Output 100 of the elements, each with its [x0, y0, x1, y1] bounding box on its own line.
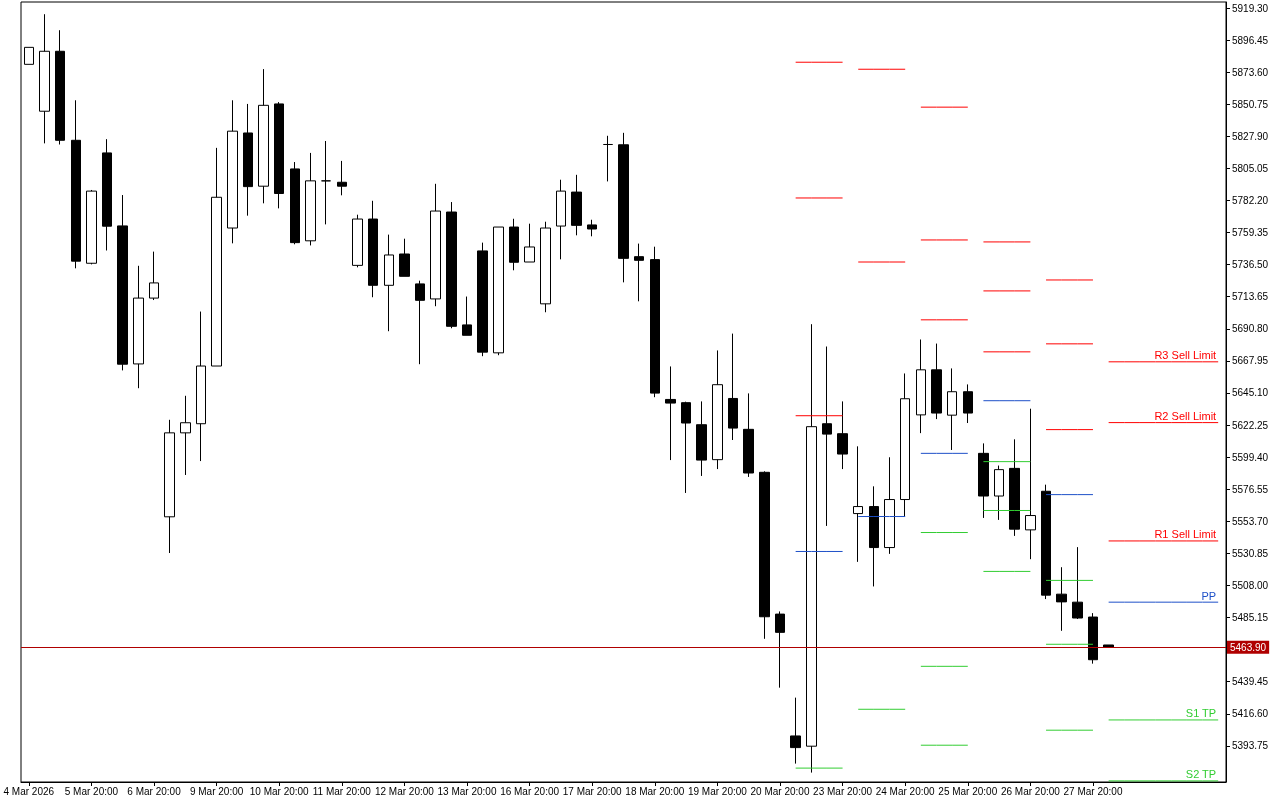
candlestick	[71, 99, 81, 269]
y-tick-label: 5690.80	[1232, 323, 1269, 335]
y-tick-label: 5805.05	[1232, 162, 1269, 174]
candlestick	[556, 179, 566, 260]
candlestick	[728, 333, 738, 441]
candlestick	[524, 223, 535, 263]
candlestick	[462, 296, 472, 336]
candlestick	[963, 383, 973, 424]
x-tick-label: 25 Mar 20:00	[938, 785, 998, 797]
candlestick	[321, 140, 331, 225]
candlestick	[430, 183, 441, 307]
x-tick-label: 12 Mar 20:00	[374, 785, 435, 797]
x-tick-label: 19 Mar 20:00	[687, 785, 748, 797]
candlestick	[931, 343, 942, 420]
series-label: R2 Sell Limit	[1154, 410, 1217, 423]
candlestick	[446, 201, 457, 329]
candlestick	[243, 103, 253, 217]
y-tick-label: 5485.15	[1232, 612, 1269, 624]
candlestick	[415, 280, 425, 365]
series-label: PP	[1201, 589, 1217, 602]
x-tick-label: 24 Mar 20:00	[875, 785, 936, 797]
x-tick-label: 17 Mar 20:00	[562, 785, 623, 797]
x-tick-label: 20 Mar 20:00	[750, 785, 810, 797]
y-tick-label: 5439.45	[1232, 676, 1269, 688]
candlestick	[337, 160, 347, 196]
y-tick-label: 5873.60	[1232, 66, 1269, 78]
candlestick	[1009, 438, 1020, 537]
candlestick	[164, 419, 175, 554]
candlestick	[587, 219, 597, 237]
candlestick	[1103, 644, 1114, 648]
candlestick	[978, 442, 989, 519]
candlestick	[837, 400, 848, 470]
candlestick	[211, 147, 222, 367]
x-tick-label: 4 Mar 2026	[3, 785, 55, 797]
candlestick	[196, 311, 206, 462]
candlestick	[696, 400, 707, 477]
candlestick	[117, 194, 128, 371]
candlestick	[743, 392, 754, 478]
y-tick-label: 5530.85	[1232, 547, 1269, 559]
candlestick	[900, 372, 910, 517]
candlestick	[477, 242, 488, 357]
candlestick	[884, 456, 895, 555]
candlestick	[618, 132, 629, 283]
candlestick	[681, 401, 691, 494]
candlestick	[86, 189, 97, 265]
y-tick-label: 5850.75	[1232, 98, 1269, 110]
y-tick-label: 5896.45	[1232, 34, 1269, 46]
candlestick	[790, 697, 801, 765]
candlestick	[274, 101, 284, 209]
candlestick	[853, 445, 863, 563]
candlestick	[869, 485, 879, 587]
candlestick	[571, 174, 582, 236]
x-tick-label: 11 Mar 20:00	[312, 785, 372, 797]
candlestick	[399, 238, 410, 277]
candlestick	[368, 200, 378, 298]
candlestick	[133, 265, 144, 389]
y-tick-label: 5827.90	[1232, 130, 1269, 142]
x-tick-label: 23 Mar 20:00	[813, 785, 873, 797]
candlestick	[180, 395, 191, 476]
candlestick	[603, 135, 613, 182]
candlestick	[352, 214, 363, 268]
candlestick	[806, 323, 817, 774]
y-tick-label: 5645.10	[1232, 387, 1269, 399]
series-label: S2 TP	[1185, 768, 1217, 781]
candlestick	[994, 465, 1004, 521]
candlestick	[39, 13, 50, 144]
candlestick	[102, 138, 112, 251]
candlestick	[650, 246, 660, 398]
candlestick	[24, 46, 34, 65]
candlestick	[1056, 566, 1067, 632]
candlestick	[775, 610, 785, 689]
candlestick	[227, 99, 238, 244]
x-tick-label: 16 Mar 20:00	[500, 785, 560, 797]
candlestick	[1041, 484, 1051, 600]
x-tick-label: 10 Mar 20:00	[249, 785, 310, 797]
y-tick-label: 5599.40	[1232, 451, 1269, 463]
candlestick	[384, 234, 394, 332]
y-tick-label: 5667.95	[1232, 355, 1269, 367]
candlestick	[509, 218, 519, 271]
candlestick	[290, 161, 300, 245]
x-tick-label: 5 Mar 20:00	[64, 785, 119, 797]
candlestick	[149, 251, 159, 301]
candlestick	[540, 221, 551, 313]
x-tick-label: 26 Mar 20:00	[1000, 785, 1061, 797]
series-label: R1 Sell Limit	[1154, 528, 1217, 541]
y-tick-label: 5553.70	[1232, 515, 1269, 527]
y-tick-label: 5713.65	[1232, 291, 1269, 303]
y-tick-label: 5393.75	[1232, 740, 1269, 752]
series-label: S1 TP	[1185, 707, 1217, 720]
candlestick	[822, 346, 832, 527]
y-tick-label: 5508.00	[1232, 579, 1269, 591]
candlestick	[1072, 546, 1083, 620]
y-tick-label: 5416.60	[1232, 708, 1269, 720]
candlestick	[665, 365, 676, 461]
x-tick-label: 13 Mar 20:00	[437, 785, 497, 797]
y-tick-label: 5782.20	[1232, 195, 1269, 207]
ref-line-label: 5463.90	[1230, 641, 1267, 653]
candlestick	[759, 470, 770, 640]
candlestick	[947, 367, 957, 451]
candlestick	[712, 349, 723, 470]
